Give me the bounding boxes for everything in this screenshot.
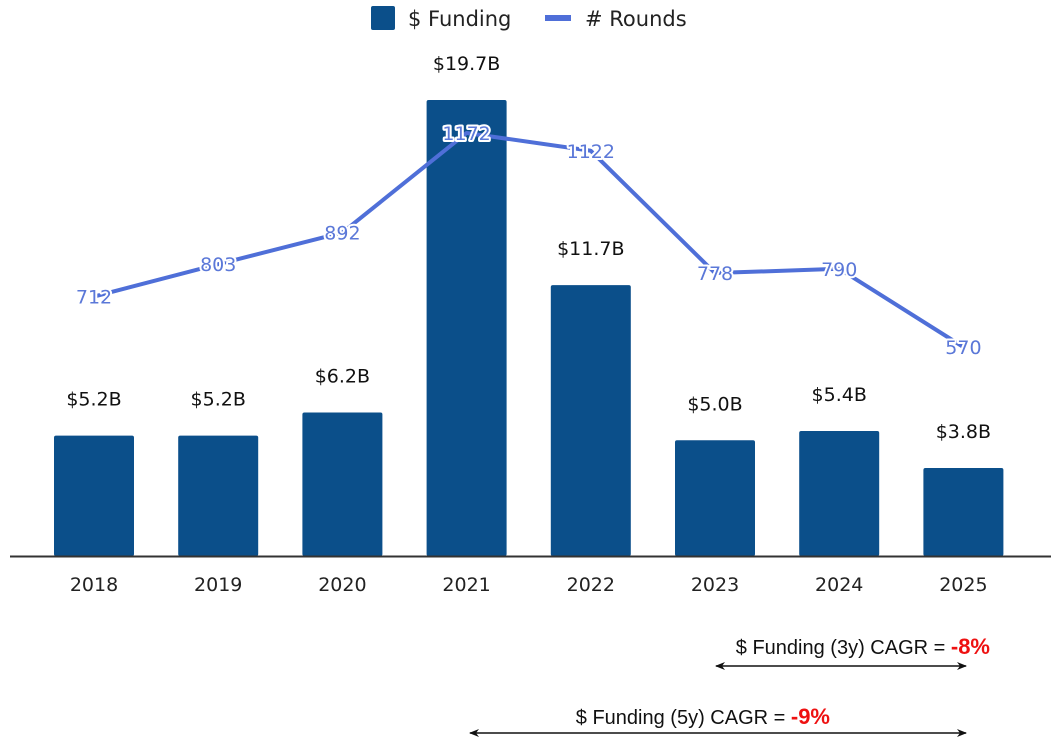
bar-label-2024: $5.4B xyxy=(812,384,867,406)
cagr-5y-label: $ Funding (5y) CAGR = -9% xyxy=(576,704,830,729)
rounds-point-2020 xyxy=(341,232,343,234)
bar-2021 xyxy=(426,99,507,556)
cagr-5y-value: -9% xyxy=(791,704,830,729)
rounds-point-2022 xyxy=(590,150,592,152)
legend-funding-swatch xyxy=(371,6,395,30)
cagr-3y-value: -8% xyxy=(951,634,990,659)
rounds-line-group xyxy=(93,130,965,349)
bar-2019 xyxy=(178,435,259,556)
bar-2022 xyxy=(550,285,631,556)
bar-label-2025: $3.8B xyxy=(936,421,991,443)
x-tick-labels-group: 2018 2019 2020 2021 2022 2023 2024 2025 xyxy=(70,574,988,596)
x-tick-2025: 2025 xyxy=(939,574,987,596)
rounds-point-2025 xyxy=(962,346,964,348)
bar-label-2018: $5.2B xyxy=(66,389,121,411)
rounds-line xyxy=(93,130,965,349)
cagr-5y-annotation: $ Funding (5y) CAGR = -9% xyxy=(469,704,967,737)
bar-label-2019: $5.2B xyxy=(191,389,246,411)
x-tick-2022: 2022 xyxy=(567,574,615,596)
x-tick-2024: 2024 xyxy=(815,574,863,596)
bar-2025 xyxy=(923,468,1004,556)
rounds-label-2024: 790 xyxy=(821,259,857,281)
bar-2024 xyxy=(799,430,880,556)
rounds-label-2020: 892 xyxy=(324,223,360,245)
x-tick-2019: 2019 xyxy=(194,574,242,596)
legend: $ Funding # Rounds xyxy=(371,6,687,31)
rounds-label-2019: 803 xyxy=(200,254,236,276)
bar-label-2021: $19.7B xyxy=(433,53,500,75)
rounds-point-2019 xyxy=(217,263,219,265)
rounds-point-2023 xyxy=(714,272,716,274)
rounds-label-2023: 778 xyxy=(697,263,733,285)
bar-2023 xyxy=(675,440,755,556)
cagr-3y-label: $ Funding (3y) CAGR = -8% xyxy=(736,634,990,659)
bar-2020 xyxy=(302,412,383,556)
rounds-point-2024 xyxy=(838,268,840,270)
x-tick-2023: 2023 xyxy=(691,574,739,596)
x-tick-2020: 2020 xyxy=(318,574,366,596)
bar-label-2020: $6.2B xyxy=(315,365,370,387)
rounds-point-2018 xyxy=(93,296,95,298)
legend-funding-label: $ Funding xyxy=(408,7,511,31)
rounds-label-2025: 570 xyxy=(945,337,981,359)
x-tick-2021: 2021 xyxy=(442,574,490,596)
rounds-label-2022: 1122 xyxy=(567,141,615,163)
bar-2018 xyxy=(54,435,134,556)
cagr-3y-annotation: $ Funding (3y) CAGR = -8% xyxy=(715,634,990,670)
rounds-label-2021: 1172 xyxy=(442,123,490,145)
x-tick-2018: 2018 xyxy=(70,574,118,596)
bar-label-2022: $11.7B xyxy=(557,238,624,260)
rounds-label-2018: 712 xyxy=(76,287,112,309)
bar-labels-group: $5.2B $5.2B $6.2B $19.7B $11.7B $5.0B $5.4B $3.… xyxy=(64,51,993,445)
legend-rounds-label: # Rounds xyxy=(585,7,687,31)
bar-label-2023: $5.0B xyxy=(687,393,742,415)
line-labels-group: 712 803 892 1172 1122 778 790 570 xyxy=(74,121,984,361)
bars-group xyxy=(54,99,1004,556)
legend-rounds-swatch xyxy=(545,15,571,21)
rounds-point-2021 xyxy=(466,132,468,134)
